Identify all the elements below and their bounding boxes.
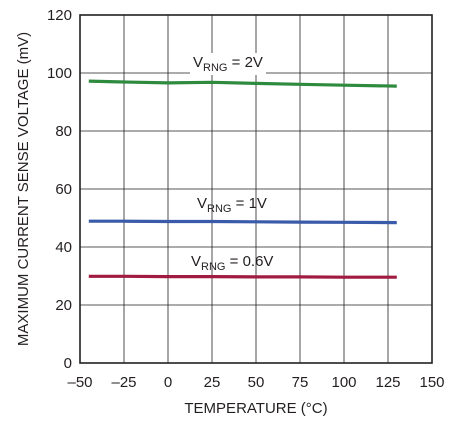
y-tick-label: 80 (55, 123, 72, 140)
x-axis-title: TEMPERATURE (°C) (184, 400, 327, 417)
series-label: VRNG = 2V (193, 54, 263, 74)
x-tick-label: 0 (164, 374, 172, 391)
y-tick-label: 20 (55, 297, 72, 314)
series-lines (88, 79, 397, 279)
x-tick-label: 25 (204, 374, 221, 391)
series-label: VRNG = 0.6V (191, 253, 273, 273)
tick-labels: –50 –25 0 25 50 75 100 125 150 0 20 40 60 80 100 120 (47, 7, 445, 391)
x-tick-label: 50 (248, 374, 265, 391)
y-tick-label: 100 (47, 65, 72, 82)
series-line (88, 79, 397, 88)
x-tick-label: 150 (419, 374, 444, 391)
x-tick-label: –50 (67, 374, 92, 391)
y-axis-title: MAXIMUM CURRENT SENSE VOLTAGE (mV) (15, 32, 32, 346)
x-tick-label: 75 (292, 374, 309, 391)
x-tick-label: –25 (111, 374, 136, 391)
series-line (88, 219, 397, 225)
series-line (88, 274, 397, 279)
y-tick-label: 0 (64, 355, 72, 372)
y-tick-label: 120 (47, 7, 72, 24)
series-label: VRNG = 1V (197, 195, 267, 215)
x-tick-label: 100 (331, 374, 356, 391)
plot-frame (79, 14, 433, 364)
y-tick-label: 60 (55, 181, 72, 198)
series-labels: VRNG = 2V VRNG = 1V VRNG = 0.6V (190, 53, 273, 273)
y-tick-label: 40 (55, 239, 72, 256)
series-label-background (190, 53, 266, 75)
x-tick-label: 125 (375, 374, 400, 391)
